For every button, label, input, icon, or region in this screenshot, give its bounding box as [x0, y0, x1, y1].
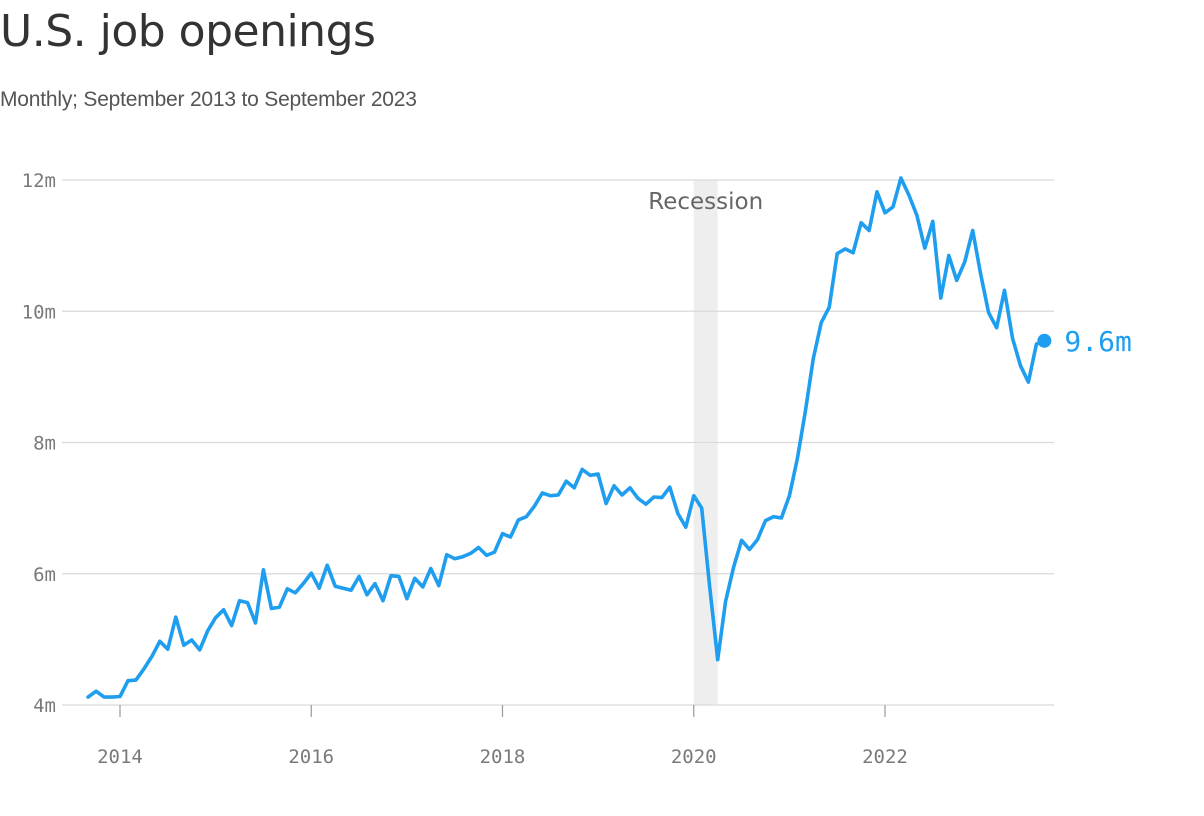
y-tick-label-4m: 4m [33, 695, 56, 717]
chart-subtitle: Monthly; September 2013 to September 202… [0, 88, 417, 111]
y-tick-label-10m: 10m [22, 301, 56, 323]
grid-layer [62, 179, 1054, 706]
y-tick-label-12m: 12m [22, 170, 56, 192]
x-tick-label-2022: 2022 [862, 746, 908, 768]
chart-title: U.S. job openings [0, 6, 376, 57]
x-tick-label-2016: 2016 [288, 746, 334, 768]
recession-label: Recession [648, 189, 763, 215]
x-tick-label-2020: 2020 [671, 746, 717, 768]
x-tick-label-2014: 2014 [97, 746, 143, 768]
end-point-marker [1037, 333, 1052, 348]
end-value-label: 9.6m [1064, 325, 1131, 358]
axis-layer: 4m 6m 8m 10m 12m 2014 2016 2018 2020 2022 [22, 170, 908, 768]
y-tick-label-6m: 6m [33, 564, 56, 586]
label-layer: 9.6m Recession [648, 189, 1132, 358]
x-tick-label-2018: 2018 [480, 746, 526, 768]
series-layer [86, 176, 1052, 699]
job-openings-line [86, 176, 1047, 699]
y-tick-label-8m: 8m [33, 433, 56, 455]
